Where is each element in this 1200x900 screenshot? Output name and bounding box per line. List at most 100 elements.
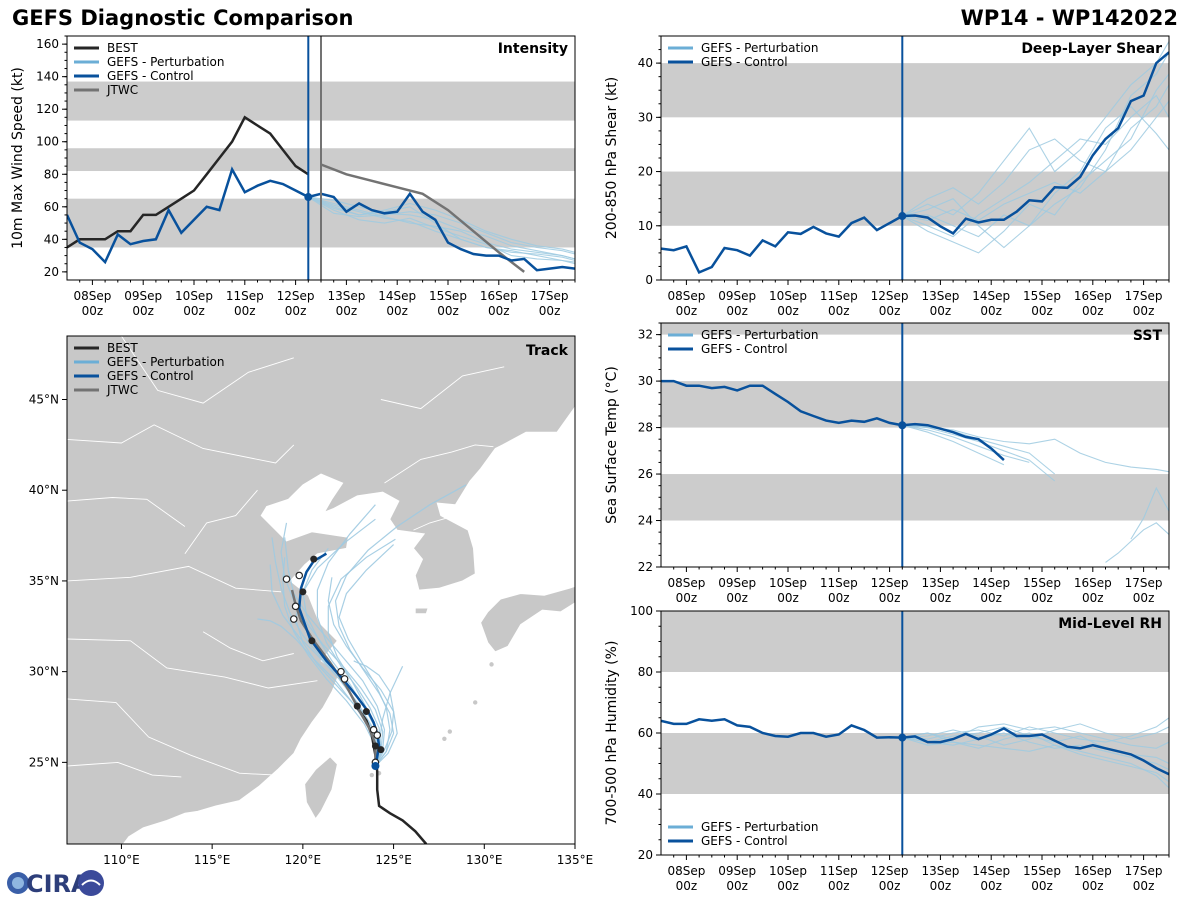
perturbation-track	[284, 537, 386, 767]
perturbation-track	[353, 660, 395, 767]
x-tick-label: 00z	[285, 304, 307, 318]
x-tick-label: 00z	[777, 591, 799, 605]
axes-frame	[66, 335, 576, 845]
control-position-marker	[377, 746, 385, 754]
axes-frame	[660, 322, 1170, 568]
control-position-marker	[310, 555, 318, 563]
perturbation-line	[308, 196, 575, 255]
political-border	[67, 698, 276, 776]
x-tick-label: 00z	[1031, 591, 1053, 605]
x-tick-label: 00z	[726, 304, 748, 318]
x-tick-label: 00z	[1031, 879, 1053, 893]
x-tick-label: 00z	[183, 304, 205, 318]
perturbation-line	[308, 196, 575, 253]
legend-label: GEFS - Control	[701, 342, 788, 356]
x-tick-label: 12Sep	[277, 289, 315, 303]
control-position-marker	[362, 708, 370, 716]
x-tick-label: 09Sep	[718, 576, 756, 590]
perturbation-track	[334, 484, 467, 767]
y-tick-label: 60	[638, 726, 653, 740]
x-tick-label: 00z	[930, 879, 952, 893]
x-tick-label: 120°E	[285, 853, 322, 867]
y-tick-label: 140	[36, 70, 59, 84]
x-tick-label: 00z	[1031, 304, 1053, 318]
plot-area	[661, 36, 1169, 280]
x-tick-label: 00z	[879, 304, 901, 318]
x-tick-label: 00z	[437, 304, 459, 318]
init-marker	[898, 733, 907, 742]
x-tick-label: 08Sep	[667, 289, 705, 303]
panel-intensity: 2040608010012014016008Sep00z09Sep00z10Se…	[10, 35, 576, 318]
x-tick-label: 17Sep	[1125, 864, 1163, 878]
x-tick-label: 10Sep	[769, 576, 807, 590]
x-tick-label: 00z	[980, 591, 1002, 605]
x-tick-label: 09Sep	[124, 289, 162, 303]
perturbation-line	[902, 723, 1169, 749]
x-tick-label: 00z	[1133, 879, 1155, 893]
panel-title: Deep-Layer Shear	[1021, 41, 1162, 57]
perturbation-track	[338, 544, 395, 767]
threshold-band	[661, 63, 1169, 118]
y-tick-label: 80	[44, 167, 59, 181]
y-tick-label: 30	[638, 374, 653, 388]
jtwc-position-marker	[337, 667, 345, 676]
threshold-band	[661, 474, 1169, 521]
threshold-band	[661, 381, 1169, 428]
x-tick-label: 13Sep	[921, 289, 959, 303]
political-border	[67, 424, 295, 464]
jtwc-position-marker	[340, 675, 349, 683]
perturbation-line	[902, 52, 1169, 238]
y-axis-label: 700-500 hPa Humidity (%)	[604, 641, 620, 826]
x-tick-label: 00z	[132, 304, 154, 318]
x-tick-label: 09Sep	[718, 289, 756, 303]
land-kyushu	[480, 585, 575, 653]
x-tick-label: 00z	[828, 304, 850, 318]
control-position-marker	[308, 637, 316, 645]
x-tick-label: 11Sep	[226, 289, 264, 303]
control-line	[661, 379, 1005, 462]
jtwc-position-marker	[289, 615, 298, 623]
legend-label: GEFS - Control	[107, 369, 194, 383]
x-tick-label: 14Sep	[972, 576, 1010, 590]
x-tick-label: 00z	[488, 304, 510, 318]
panel-sst: 22242628303208Sep00z09Sep00z10Sep00z11Se…	[604, 322, 1170, 605]
land-islet	[473, 700, 478, 705]
plot-area	[661, 611, 1169, 855]
x-tick-label: 14Sep	[972, 864, 1010, 878]
perturbation-line	[902, 94, 1169, 238]
x-tick-label: 135°E	[557, 853, 594, 867]
y-axis-label: Sea Surface Temp (°C)	[604, 366, 620, 524]
y-tick-label: 22	[638, 560, 653, 574]
x-tick-label: 00z	[879, 879, 901, 893]
x-tick-label: 17Sep	[1125, 289, 1163, 303]
x-tick-label: 00z	[676, 879, 698, 893]
x-tick-label: 00z	[676, 591, 698, 605]
x-tick-label: 10Sep	[175, 289, 213, 303]
x-tick-label: 00z	[386, 304, 408, 318]
x-tick-label: 00z	[777, 879, 799, 893]
perturbation-line	[1130, 486, 1169, 540]
x-tick-label: 00z	[777, 304, 799, 318]
y-tick-label: 0	[645, 273, 653, 287]
political-border	[121, 336, 294, 404]
jtwc-position-marker	[282, 575, 291, 583]
y-tick-label: 26	[638, 467, 653, 481]
jtwc-line	[320, 163, 525, 273]
x-tick-label: 00z	[82, 304, 104, 318]
y-tick-label: 100	[630, 604, 653, 618]
land-islet	[442, 736, 447, 741]
land-taiwan	[304, 756, 338, 820]
perturbation-line	[901, 84, 1169, 217]
control-line	[661, 51, 1169, 275]
x-tick-label: 00z	[1133, 591, 1155, 605]
logo-satellite-icon	[78, 870, 104, 896]
x-tick-label: 00z	[828, 879, 850, 893]
x-tick-label: 13Sep	[921, 864, 959, 878]
x-tick-label: 16Sep	[1074, 576, 1112, 590]
cira-logo: CIRA	[7, 870, 104, 898]
panel-rh: 2040608010008Sep00z09Sep00z10Sep00z11Sep…	[604, 604, 1170, 893]
legend-label: JTWC	[106, 83, 138, 97]
x-tick-label: 11Sep	[820, 576, 858, 590]
jtwc-position-marker	[373, 731, 382, 739]
